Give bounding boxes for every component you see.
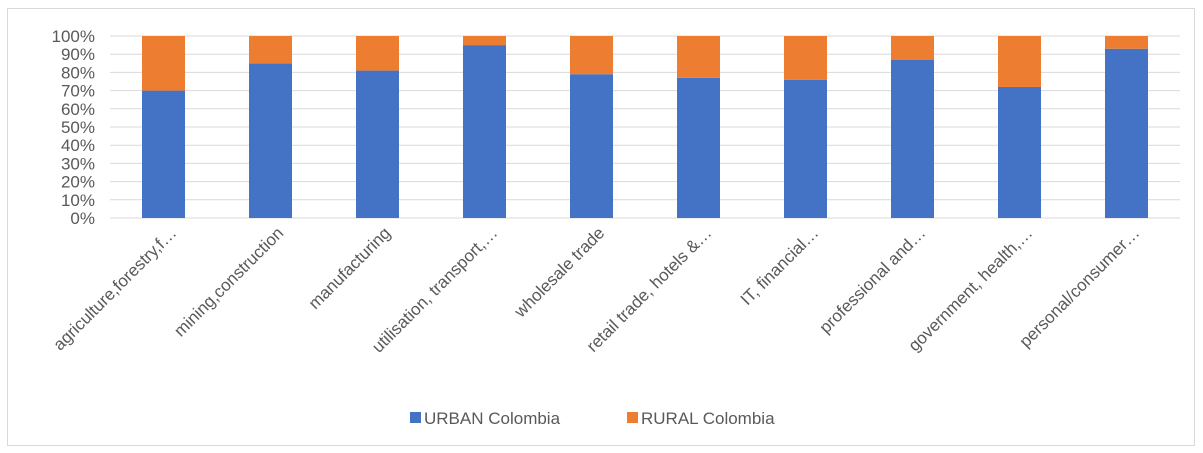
y-tick-label: 60% (61, 100, 95, 119)
bar-urban (356, 70, 399, 218)
bar-rural (784, 36, 827, 80)
bar-urban (142, 90, 185, 218)
bar-rural (249, 36, 292, 64)
y-tick-label: 0% (70, 209, 95, 228)
legend-swatch-urban (410, 412, 421, 423)
bar-urban (463, 45, 506, 218)
y-tick-label: 10% (61, 191, 95, 210)
x-tick-label: agriculture,forestry,f… (50, 223, 181, 354)
y-tick-label: 70% (61, 82, 95, 101)
y-tick-label: 100% (52, 27, 95, 46)
y-tick-label: 80% (61, 63, 95, 82)
bar-urban (677, 77, 720, 218)
bar-urban (249, 63, 292, 218)
bar-rural (356, 36, 399, 71)
bar-urban (570, 74, 613, 218)
bar-urban (784, 79, 827, 219)
y-tick-label: 30% (61, 154, 95, 173)
x-tick-label: manufacturing (305, 223, 395, 313)
bar-urban (998, 86, 1041, 219)
bar-rural (891, 36, 934, 60)
legend-label-urban: URBAN Colombia (424, 409, 561, 428)
y-tick-label: 20% (61, 173, 95, 192)
y-tick-label: 40% (61, 136, 95, 155)
y-tick-label: 90% (61, 45, 95, 64)
x-tick-label: retail trade, hotels &… (583, 223, 715, 355)
legend-label-rural: RURAL Colombia (641, 409, 775, 428)
x-tick-label: personal/consumer… (1016, 223, 1144, 351)
x-tick-label: professional and… (816, 223, 930, 337)
y-tick-label: 50% (61, 118, 95, 137)
bar-rural (677, 36, 720, 78)
legend-swatch-rural (627, 412, 638, 423)
bar-rural (1105, 36, 1148, 49)
x-tick-label: utilisation, transport,… (368, 223, 501, 356)
bar-rural (463, 36, 506, 46)
bar-urban (1105, 48, 1148, 218)
bar-rural (570, 36, 613, 75)
x-tick-label: wholesale trade (510, 223, 608, 321)
bar-urban (891, 59, 934, 218)
x-tick-label: IT, financial… (737, 223, 823, 309)
bar-rural (142, 36, 185, 91)
bar-rural (998, 36, 1041, 87)
x-tick-label: mining,construction (170, 223, 287, 340)
